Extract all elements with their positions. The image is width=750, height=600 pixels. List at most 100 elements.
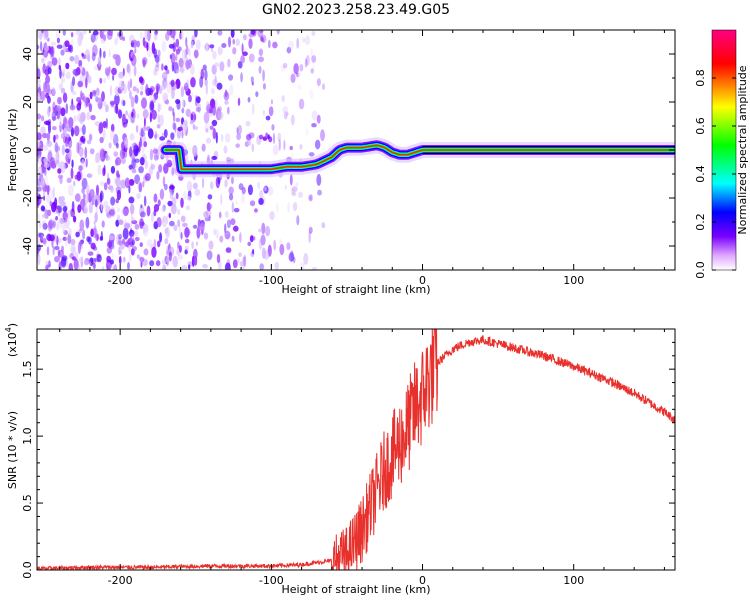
spectrogram-noise-blob [118, 30, 124, 41]
spectrogram-noise-blob [305, 55, 310, 66]
spectrogram-noise-blob [92, 262, 96, 270]
spectrogram-noise-blob [60, 76, 66, 84]
spectrogram-noise-blob [105, 152, 109, 161]
spectrogram-noise-blob [128, 34, 135, 43]
spectrogram-noise-blob [165, 227, 170, 239]
spectrogram-noise-blob [85, 158, 88, 168]
spectrogram-noise-blob [41, 220, 47, 230]
spectrogram-noise-blob [37, 186, 42, 192]
spectrogram-noise-blob [67, 184, 74, 196]
spectrogram-noise-blob [162, 204, 166, 212]
spectrogram-noise-blob [150, 212, 155, 224]
spectrogram-noise-blob [109, 206, 116, 218]
spectrogram-noise-blob [203, 211, 209, 218]
spectrogram-noise-blob [224, 89, 228, 98]
spectrogram-noise-blob [139, 156, 145, 166]
spectrogram-noise-blob [150, 163, 156, 170]
spectrogram-noise-blob [133, 65, 137, 77]
spectrogram-noise-blob [224, 262, 231, 270]
spectrogram-noise-blob [249, 235, 254, 243]
spectrogram-noise-blob [215, 229, 219, 239]
spectrogram-noise-blob [84, 199, 87, 209]
spectrogram-noise-blob [251, 103, 255, 115]
spectrogram-noise-blob [282, 62, 288, 69]
spectrogram-noise-blob [139, 126, 145, 136]
spectrogram-noise-blob [78, 59, 83, 68]
spectrogram-noise-blob [246, 133, 252, 141]
spectrogram-noise-blob [39, 41, 43, 52]
spectrogram-noise-blob [193, 248, 198, 260]
spectrogram-noise-blob [143, 248, 149, 256]
spectrogram-noise-blob [58, 196, 61, 205]
spectrogram-noise-blob [46, 195, 52, 204]
spectrogram-noise-blob [199, 222, 205, 232]
spectrogram-noise-blob [74, 54, 80, 65]
spectrogram-noise-blob [231, 235, 235, 242]
spectrogram-noise-blob [50, 46, 55, 58]
spectrogram-noise-blob [154, 32, 158, 41]
spectrogram-noise-blob [49, 234, 55, 242]
spectrogram-noise-blob [177, 219, 181, 228]
spectrogram-noise-blob [169, 185, 175, 190]
spectrogram-noise-blob [227, 36, 232, 48]
spectrogram-noise-blob [55, 145, 61, 152]
spectrogram-noise-blob [52, 106, 56, 114]
spectrogram-noise-blob [84, 146, 88, 159]
spectrogram-noise-blob [196, 227, 201, 239]
spectrogram-noise-blob [185, 108, 191, 118]
spectrogram-noise-blob [203, 232, 209, 240]
spectrogram-noise-blob [128, 229, 135, 237]
spectrogram-noise-blob [258, 197, 264, 206]
spectrogram-noise-blob [103, 182, 108, 191]
spectrogram-noise-blob [138, 166, 144, 174]
spectrogram-noise-blob [156, 216, 162, 228]
spectrogram-noise-blob [140, 211, 146, 218]
spectrogram-noise-blob [209, 204, 213, 209]
spectrogram-noise-blob [37, 212, 41, 224]
spectrogram-noise-blob [86, 191, 89, 203]
spectrogram-noise-blob [39, 140, 44, 151]
spectrogram-noise-blob [205, 128, 209, 133]
spectrogram-noise-blob [97, 164, 102, 176]
spectrogram-noise-blob [156, 124, 161, 129]
spectrogram-noise-blob [164, 237, 169, 245]
spectrogram-noise-blob [175, 53, 178, 62]
spectrogram-noise-blob [95, 91, 98, 98]
spectrogram-noise-blob [154, 30, 158, 36]
spectrogram-noise-blob [184, 238, 190, 244]
spectrogram-noise-blob [101, 265, 105, 270]
spectrogram-noise-blob [128, 164, 133, 170]
spectrogram-noise-blob [97, 98, 101, 104]
spectrogram-noise-blob [290, 188, 295, 195]
spectrogram-noise-blob [248, 53, 255, 63]
spectrogram-noise-blob [314, 139, 321, 150]
spectrogram-noise-blob [143, 141, 148, 148]
spectrogram-noise-blob [37, 68, 41, 80]
spectrogram-noise-blob [68, 44, 74, 53]
spectrogram-noise-blob [155, 30, 158, 35]
spectrogram-noise-blob [250, 30, 256, 35]
spectrogram-noise-blob [265, 115, 271, 121]
spectrogram-noise-blob [151, 246, 157, 258]
spectrogram-noise-blob [88, 103, 92, 113]
spectrogram-noise-blob [44, 45, 49, 52]
spectrogram-noise-blob [180, 124, 183, 131]
spectrogram-noise-blob [131, 111, 134, 118]
spectrogram-noise-blob [162, 92, 168, 101]
spectrogram-noise-blob [233, 207, 240, 213]
snr-series-line [37, 329, 675, 570]
spectrogram-noise-blob [201, 143, 206, 152]
spectrogram-noise-blob [52, 187, 55, 198]
spectrogram-noise-blob [91, 89, 98, 95]
spectrogram-noise-blob [71, 200, 75, 213]
spectrogram-noise-blob [130, 51, 136, 59]
spectrogram-noise-blob [103, 77, 107, 84]
spectrogram-noise-blob [55, 30, 61, 40]
spectrogram-noise-blob [59, 116, 62, 127]
spectrogram-noise-blob [130, 54, 136, 59]
spectrogram-noise-blob [129, 232, 135, 242]
spectrogram-noise-blob [136, 88, 140, 94]
spectrogram-noise-blob [232, 38, 235, 45]
spectrogram-noise-blob [235, 200, 238, 205]
y-tick-label: -20 [21, 189, 34, 207]
